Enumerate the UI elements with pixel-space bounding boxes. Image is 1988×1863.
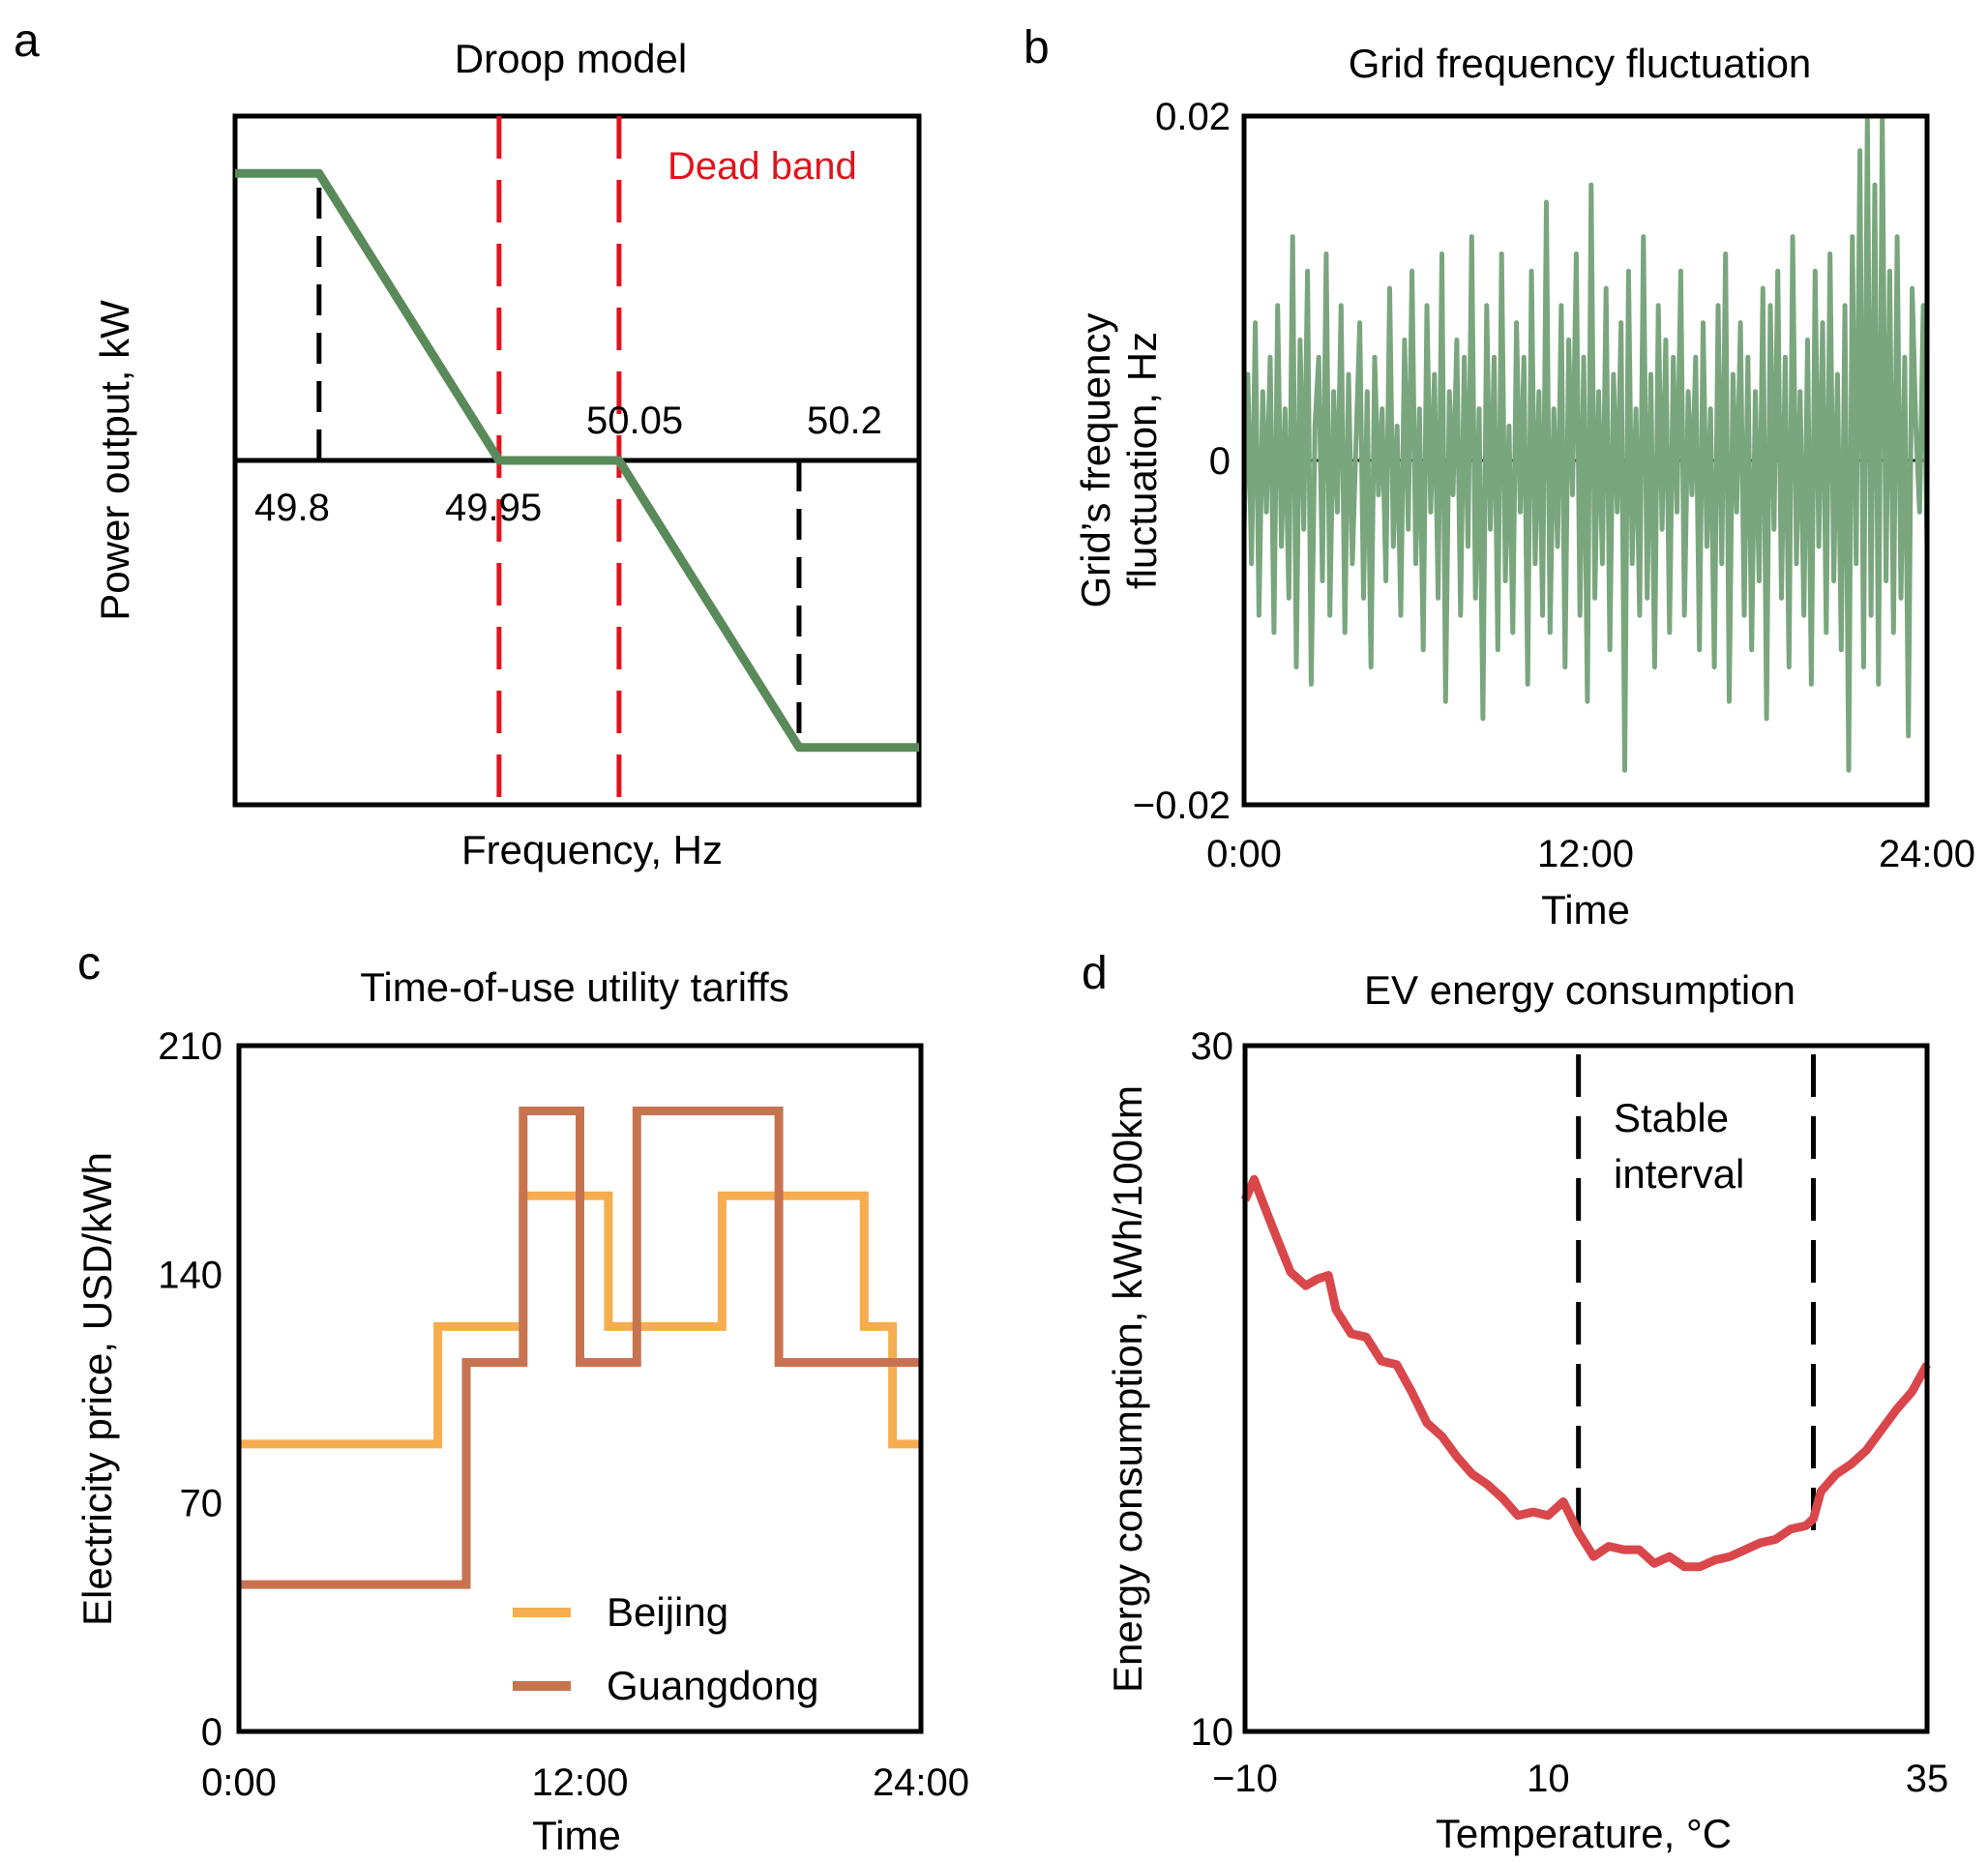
panel-d-xlabel: Temperature, °C bbox=[1436, 1811, 1732, 1856]
panel-b-ylabel-line2: fluctuation, Hz bbox=[1119, 332, 1165, 589]
panel-d-ytick: 30 bbox=[1191, 1025, 1234, 1068]
panel-c-xlabel: Time bbox=[532, 1813, 621, 1858]
panel-b-xlabel: Time bbox=[1541, 887, 1630, 932]
panel-b-title: Grid frequency fluctuation bbox=[1349, 41, 1812, 86]
panel-c-legend: Beijing Guangdong bbox=[513, 1589, 819, 1708]
panel-d-title: EV energy consumption bbox=[1364, 967, 1795, 1013]
panel-c-ytick: 0 bbox=[201, 1711, 223, 1754]
beijing-tariff-line bbox=[239, 1191, 921, 1449]
panel-b-ylabel-line1: Grid’s frequency bbox=[1073, 312, 1118, 607]
legend-label-beijing: Beijing bbox=[607, 1589, 728, 1635]
panel-b-frame bbox=[1241, 113, 1930, 808]
panel-c-ylabel: Electricity price, USD/kWh bbox=[74, 1152, 120, 1626]
ev-consumption-line bbox=[1240, 1174, 1931, 1572]
panel-d-ylabel: Energy consumption, kWh/100km bbox=[1105, 1085, 1150, 1693]
panel-letter-c: c bbox=[77, 938, 101, 990]
annotation-50-05: 50.05 bbox=[586, 399, 683, 442]
panel-b: b Grid frequency fluctuation 0:00 12:00 24… bbox=[1024, 22, 1975, 932]
panel-b-ytick: 0 bbox=[1209, 440, 1231, 483]
panel-c-xtick: 24:00 bbox=[873, 1761, 969, 1804]
panel-letter-b: b bbox=[1024, 22, 1050, 74]
panel-c-xtick: 0:00 bbox=[201, 1761, 277, 1804]
panel-b-xtick: 12:00 bbox=[1537, 833, 1634, 875]
annotation-49-8: 49.8 bbox=[254, 487, 330, 529]
panel-c-ytick: 140 bbox=[158, 1254, 223, 1296]
panel-c-ytick: 210 bbox=[158, 1025, 223, 1068]
panel-c: c Time-of-use utility tariffs 0:00 12:00 2… bbox=[74, 938, 969, 1858]
annotation-50-2: 50.2 bbox=[807, 399, 882, 442]
panel-b-xtick: 0:00 bbox=[1206, 833, 1282, 875]
panel-a-ylabel: Power output, kW bbox=[92, 300, 137, 621]
stable-interval-label-line1: Stable bbox=[1614, 1095, 1729, 1140]
guangdong-tariff-line bbox=[239, 1107, 921, 1589]
legend-label-guangdong: Guangdong bbox=[607, 1663, 819, 1708]
annotation-49-95: 49.95 bbox=[445, 487, 542, 529]
panel-b-xtick: 24:00 bbox=[1879, 833, 1975, 875]
panel-b-ytick: −0.02 bbox=[1133, 784, 1231, 827]
panel-a-title: Droop model bbox=[455, 36, 687, 81]
panel-c-xtick: 12:00 bbox=[531, 1761, 628, 1804]
panel-d-frame bbox=[1242, 1043, 1930, 1734]
grid-fluctuation-line bbox=[1241, 113, 1930, 773]
panel-d-ytick: 10 bbox=[1191, 1711, 1234, 1754]
panel-a-xlabel: Frequency, Hz bbox=[461, 827, 723, 872]
panel-c-title: Time-of-use utility tariffs bbox=[360, 964, 788, 1010]
droop-line bbox=[235, 168, 919, 753]
stable-interval-label-line2: interval bbox=[1614, 1151, 1744, 1197]
panel-d-xtick: −10 bbox=[1212, 1758, 1278, 1800]
panel-c-frame bbox=[236, 1043, 924, 1734]
panel-letter-d: d bbox=[1082, 948, 1108, 999]
panel-letter-a: a bbox=[14, 15, 40, 67]
dead-band-label: Dead band bbox=[668, 145, 857, 188]
panel-d-xtick: 35 bbox=[1906, 1758, 1949, 1800]
panel-a: a Droop model 49.8 49.95 50.05 50.2 Dead… bbox=[14, 15, 922, 872]
panel-b-ytick: 0.02 bbox=[1155, 96, 1231, 138]
panel-d-xtick: 10 bbox=[1527, 1758, 1570, 1800]
panel-c-ytick: 70 bbox=[180, 1483, 223, 1525]
